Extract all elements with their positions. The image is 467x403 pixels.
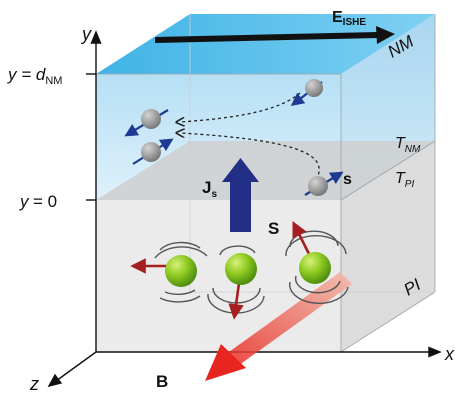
x-axis-label: x — [444, 344, 455, 364]
electron — [141, 109, 161, 129]
electron — [141, 142, 161, 162]
b-field-arrow — [205, 272, 352, 381]
axes — [47, 30, 442, 388]
y-axis-label: y — [80, 24, 92, 44]
s-big-label: S — [268, 219, 279, 238]
s-small-label: s — [343, 171, 352, 188]
electron-spins — [124, 79, 344, 196]
pi-layer — [96, 141, 435, 352]
nm-top-face — [96, 14, 435, 74]
box-edges — [96, 14, 436, 353]
pi-front-face — [96, 200, 341, 352]
magnon-sphere — [165, 255, 197, 287]
y-zero-value: = 0 — [33, 192, 57, 211]
t-pi-label: TPI — [395, 170, 414, 190]
pi-side-face — [341, 141, 435, 352]
interface-plane — [96, 141, 435, 200]
y-zero-label: y — [19, 192, 30, 211]
js-arrow — [222, 158, 259, 232]
e-ishe-label: EISHE — [332, 9, 366, 28]
electron — [308, 176, 328, 196]
magnon-sphere — [299, 252, 331, 284]
y-top-label: y = dNM — [7, 65, 62, 87]
js-label: Js — [202, 178, 217, 200]
t-nm-label: TNM — [395, 135, 421, 155]
electron — [305, 79, 323, 97]
b-field-label: B — [156, 372, 168, 391]
z-axis-label: z — [29, 374, 39, 394]
e-ishe-arrow — [154, 26, 395, 44]
magnon-sphere — [225, 253, 257, 285]
dashed-path-upper — [180, 92, 301, 122]
dashed-path-lower — [180, 133, 320, 181]
